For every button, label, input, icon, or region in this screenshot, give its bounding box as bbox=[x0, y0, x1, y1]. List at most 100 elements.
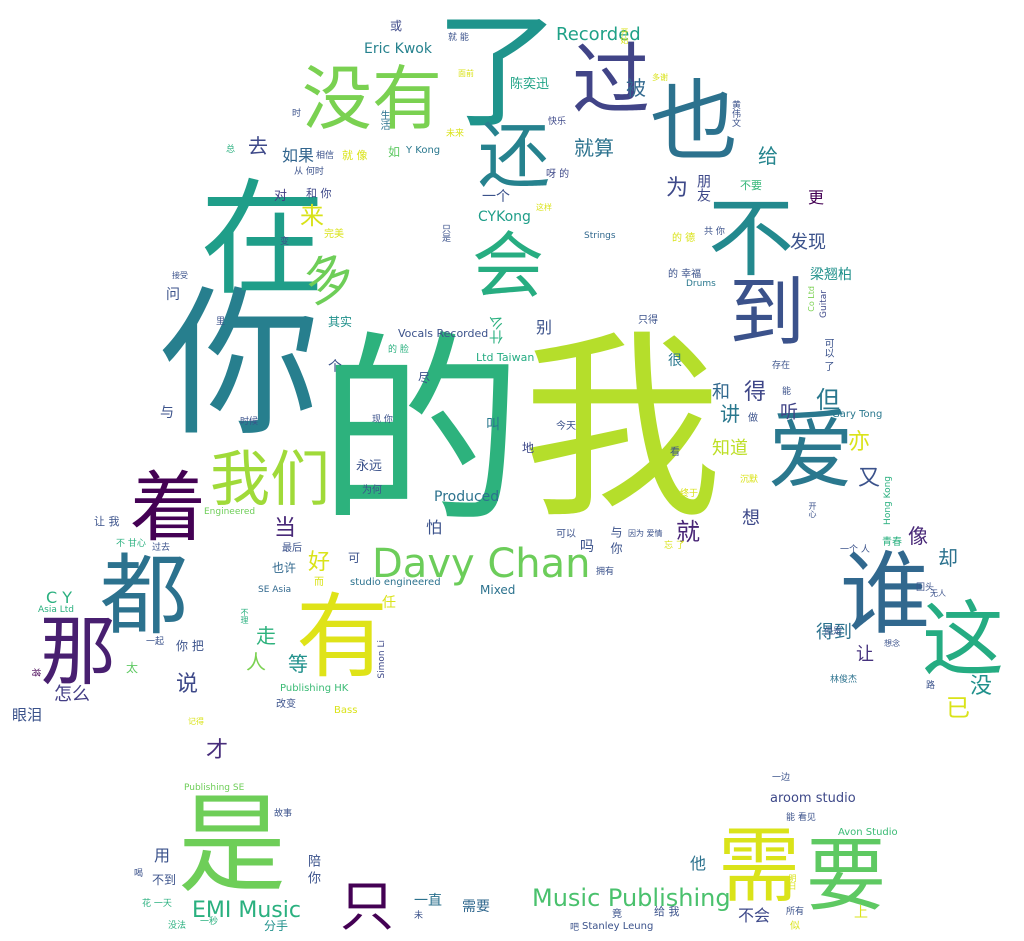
word-conghshi: 从 何时 bbox=[294, 167, 324, 177]
word-co-ltd: Co Ltd bbox=[807, 286, 816, 312]
word-shihou: 时候 bbox=[240, 417, 259, 427]
word-huayitian: 花 一天 bbox=[142, 899, 172, 909]
word-gei: 给 bbox=[758, 144, 778, 168]
word-de2: 得 bbox=[744, 380, 767, 405]
word-y-kong: Y Kong bbox=[406, 145, 441, 156]
word-zuihou: 最后 bbox=[282, 543, 302, 554]
word-niba: 你 把 bbox=[176, 639, 204, 653]
word-qu: 去 bbox=[248, 134, 268, 158]
word-keyi: 可以 bbox=[556, 529, 576, 540]
word-rangwo: 让 我 bbox=[94, 515, 120, 528]
word-hao: 好 bbox=[308, 550, 331, 575]
word-zhi: 只 bbox=[340, 875, 394, 938]
word-jiuxiang: 就 像 bbox=[342, 149, 368, 162]
word-yongyuan: 永远 bbox=[356, 459, 383, 474]
word-duoxie: 多谢 bbox=[652, 73, 668, 82]
word-hui: 会 bbox=[472, 224, 545, 308]
word-stanley-leung: Stanley Leung bbox=[582, 921, 654, 932]
word-strings: Strings bbox=[584, 231, 616, 241]
word-shui: 谁 bbox=[840, 542, 930, 647]
word-hai: 还 bbox=[478, 114, 551, 198]
word-keyile: 可以 了 bbox=[822, 338, 833, 372]
word-buganxin: 不 甘心 bbox=[116, 539, 146, 549]
word-guitar: Guitar bbox=[819, 290, 829, 318]
word-wangle: 忘 了 bbox=[664, 541, 685, 551]
word-jiusuan: 就算 bbox=[574, 136, 614, 160]
word-drums: Drums bbox=[686, 279, 716, 289]
word-budao: 不到 bbox=[152, 873, 177, 887]
word-davy-chan: Davy Chan bbox=[372, 541, 591, 587]
word-heni: 和 你 bbox=[306, 187, 332, 200]
word-zhide: 只得 bbox=[638, 315, 658, 326]
word-jiu: 就 bbox=[676, 518, 700, 546]
word-chenmo: 沉默 bbox=[740, 475, 759, 485]
word-dan: 但 bbox=[816, 386, 840, 414]
word-jiuneng: 就 能 bbox=[448, 33, 469, 43]
word-bass: Bass bbox=[334, 705, 358, 716]
word-shang: 上 bbox=[854, 905, 868, 921]
word-yimiao: 一秒 bbox=[200, 917, 219, 927]
word-meiyou: 没有 bbox=[302, 58, 442, 140]
word-wo: 我 bbox=[522, 313, 723, 546]
word-xiangxin: 相信 bbox=[316, 151, 335, 161]
word-women: 我们 bbox=[210, 445, 330, 515]
word-you2: 又 bbox=[858, 466, 881, 491]
word-si: 似 bbox=[790, 921, 800, 932]
word-se-asia: SE Asia bbox=[258, 585, 292, 595]
word-mingri: 明日 bbox=[788, 874, 797, 890]
word-buyao: 不要 bbox=[740, 179, 762, 192]
word-you: 有 bbox=[296, 584, 389, 691]
word-li: 里 bbox=[216, 317, 226, 327]
word-shuo: 说 bbox=[176, 672, 199, 697]
word-que: 却 bbox=[938, 546, 958, 570]
word-yigeren: 一个 人 bbox=[840, 545, 870, 555]
word-kaixin: 开心 bbox=[808, 502, 817, 518]
word-cai: 才 bbox=[206, 738, 229, 763]
word-liangqiaobai: 梁翘柏 bbox=[810, 267, 852, 283]
word-he: 和 bbox=[712, 382, 730, 403]
word-jing: 竟 bbox=[612, 909, 622, 920]
word-yade: 呀 的 bbox=[546, 169, 570, 180]
word-bie: 别 bbox=[536, 318, 553, 337]
word-dao: 到 bbox=[716, 272, 805, 348]
word-shenghuo: 生活 bbox=[378, 110, 389, 130]
word-tai: 太 bbox=[126, 661, 139, 675]
word-c-y: C Y bbox=[46, 588, 73, 607]
word-yexu: 也许 bbox=[272, 561, 297, 575]
word-hong-kong: Hong Kong bbox=[883, 476, 893, 525]
word-di: 地 bbox=[522, 441, 535, 455]
word-yao: 要 bbox=[806, 829, 886, 922]
word-jin: 尽 bbox=[418, 371, 431, 385]
word-jiang: 讲 bbox=[720, 402, 740, 426]
word-yi2: 已 bbox=[946, 694, 970, 722]
word-ltd-taiwan: Ltd Taiwan bbox=[476, 351, 535, 364]
word-zong: 总 bbox=[226, 145, 236, 155]
word-xianni: 现 你 bbox=[372, 415, 393, 425]
word-pengyou: 朋友 bbox=[695, 174, 711, 202]
word-yong: 用 bbox=[154, 846, 171, 865]
word-zhongyu: 终于 bbox=[680, 489, 699, 499]
word-aroom-studio: aroom studio bbox=[770, 791, 856, 806]
word-buli: 不理 bbox=[240, 608, 249, 624]
word-produced: Produced bbox=[434, 489, 500, 505]
word-jiao: 叫 bbox=[486, 417, 500, 433]
word-jieshou: 接受 bbox=[172, 271, 188, 280]
word-dang: 当 bbox=[274, 516, 297, 541]
word-danshi: 但是 bbox=[824, 627, 843, 637]
word-dedao: 得到 bbox=[816, 622, 852, 643]
word-shi2: 时 bbox=[292, 109, 302, 119]
word-ma: 吗 bbox=[580, 539, 594, 555]
word-yu: 与 bbox=[160, 405, 174, 421]
word-ru: 如 bbox=[388, 145, 401, 159]
word-asia-ltd: Asia Ltd bbox=[38, 605, 74, 615]
word-lai: 来 bbox=[300, 202, 324, 230]
word-eric-kwok: Eric Kwok bbox=[364, 41, 432, 57]
word-lu: 路 bbox=[926, 681, 936, 691]
word-mei: 没 bbox=[970, 674, 993, 699]
word-yuni: 与 你 bbox=[609, 526, 623, 554]
word-gongni: 共 你 bbox=[704, 227, 725, 237]
word-wanmei: 完美 bbox=[324, 229, 344, 240]
word-faxian: 发现 bbox=[790, 232, 826, 253]
word-studio-engineered: studio engineered bbox=[350, 577, 441, 588]
word-emi-music: EMI Music bbox=[192, 898, 301, 923]
